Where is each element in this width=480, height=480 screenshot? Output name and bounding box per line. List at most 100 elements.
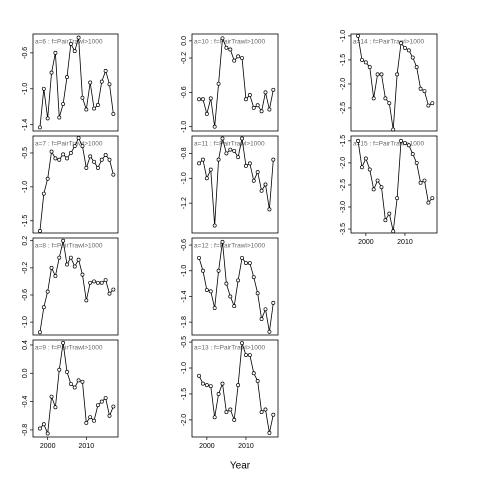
- data-point: [228, 47, 233, 52]
- series-line: [357, 140, 433, 232]
- data-point: [224, 281, 229, 286]
- data-point: [204, 176, 209, 181]
- data-point: [383, 218, 388, 223]
- data-point: [61, 238, 66, 243]
- data-point: [255, 170, 260, 175]
- data-point: [57, 115, 62, 120]
- data-point: [45, 176, 50, 181]
- y-tick-label: 0.0: [22, 368, 29, 378]
- data-point: [80, 144, 85, 149]
- y-tick-label: -1.5: [22, 215, 29, 227]
- series-line: [39, 240, 114, 333]
- data-point: [204, 383, 209, 388]
- data-point: [395, 196, 400, 201]
- data-point: [53, 156, 58, 161]
- data-point: [68, 151, 73, 155]
- data-point: [53, 274, 58, 278]
- y-tick-label: -1.0: [181, 172, 188, 184]
- y-tick-label: -1.8: [181, 316, 188, 328]
- data-point: [45, 289, 50, 294]
- data-point: [356, 138, 360, 143]
- data-point: [111, 111, 116, 116]
- data-point: [197, 255, 201, 260]
- y-tick-label: -1.4: [181, 290, 188, 302]
- x-tick-label: 2000: [358, 239, 374, 246]
- y-tick-label: -2.0: [340, 78, 347, 90]
- data-point: [49, 265, 54, 270]
- x-axis-label: Year: [230, 461, 251, 472]
- data-point: [57, 157, 62, 162]
- y-tick-label: -1.0: [340, 30, 347, 42]
- data-point: [267, 329, 272, 334]
- data-point: [247, 92, 252, 97]
- series-line: [198, 138, 274, 226]
- data-point: [251, 178, 256, 183]
- data-point: [200, 268, 205, 273]
- data-point: [255, 103, 260, 108]
- x-tick-label: 2010: [79, 443, 95, 450]
- data-point: [263, 90, 268, 95]
- data-point: [240, 341, 244, 346]
- data-point: [387, 101, 392, 106]
- data-point: [379, 185, 384, 190]
- y-tick-label: -1.0: [181, 265, 188, 277]
- data-point: [232, 417, 237, 422]
- data-point: [379, 72, 384, 77]
- data-point: [375, 72, 380, 77]
- data-point: [259, 109, 264, 114]
- y-tick-label: -1.0: [22, 316, 29, 328]
- data-point: [103, 68, 108, 73]
- data-point: [65, 262, 69, 267]
- data-point: [95, 280, 100, 285]
- data-point: [41, 86, 46, 91]
- data-point: [49, 394, 54, 399]
- y-tick-label: -0.6: [22, 47, 29, 59]
- y-tick-label: -3.5: [340, 223, 347, 235]
- data-point: [243, 353, 248, 357]
- data-point: [383, 96, 388, 101]
- data-point: [255, 379, 260, 383]
- data-point: [267, 207, 272, 212]
- y-tick-label: -0.2: [181, 52, 188, 64]
- data-point: [197, 97, 201, 102]
- data-point: [107, 82, 112, 87]
- data-point: [208, 167, 213, 172]
- data-point: [263, 407, 268, 412]
- strip-label: a=11 : f=PairTrawl>1000: [194, 141, 265, 148]
- strip-label: a=13 : f=PairTrawl>1000: [194, 345, 266, 352]
- data-point: [41, 305, 46, 310]
- data-point: [111, 172, 116, 177]
- data-point: [371, 96, 376, 101]
- data-point: [103, 278, 108, 283]
- y-tick-label: -2.0: [181, 414, 188, 426]
- data-point: [41, 191, 46, 196]
- y-tick-label: -1.4: [22, 119, 29, 131]
- data-point: [426, 103, 431, 108]
- data-point: [72, 385, 77, 390]
- strip-label: a=10 : f=PairTrawl>1000: [194, 39, 266, 46]
- y-tick-label: -0.6: [181, 86, 188, 98]
- data-point: [99, 399, 104, 404]
- data-point: [399, 138, 403, 143]
- data-point: [65, 369, 69, 374]
- data-point: [212, 124, 217, 129]
- data-point: [68, 255, 73, 260]
- data-point: [418, 180, 423, 185]
- data-point: [363, 60, 368, 65]
- data-point: [99, 157, 104, 162]
- data-point: [61, 340, 66, 345]
- data-point: [204, 288, 209, 292]
- data-point: [406, 143, 411, 148]
- data-point: [426, 200, 431, 205]
- panel-frame: [32, 33, 119, 132]
- data-point: [208, 384, 213, 389]
- data-point: [61, 102, 66, 107]
- data-point: [247, 161, 252, 166]
- data-point: [99, 79, 104, 84]
- data-point: [88, 154, 93, 159]
- data-point: [247, 261, 252, 266]
- strip-label: a=12 : f=PairTrawl>1000: [194, 243, 266, 250]
- data-point: [200, 157, 205, 162]
- data-point: [53, 50, 58, 55]
- data-point: [84, 420, 89, 425]
